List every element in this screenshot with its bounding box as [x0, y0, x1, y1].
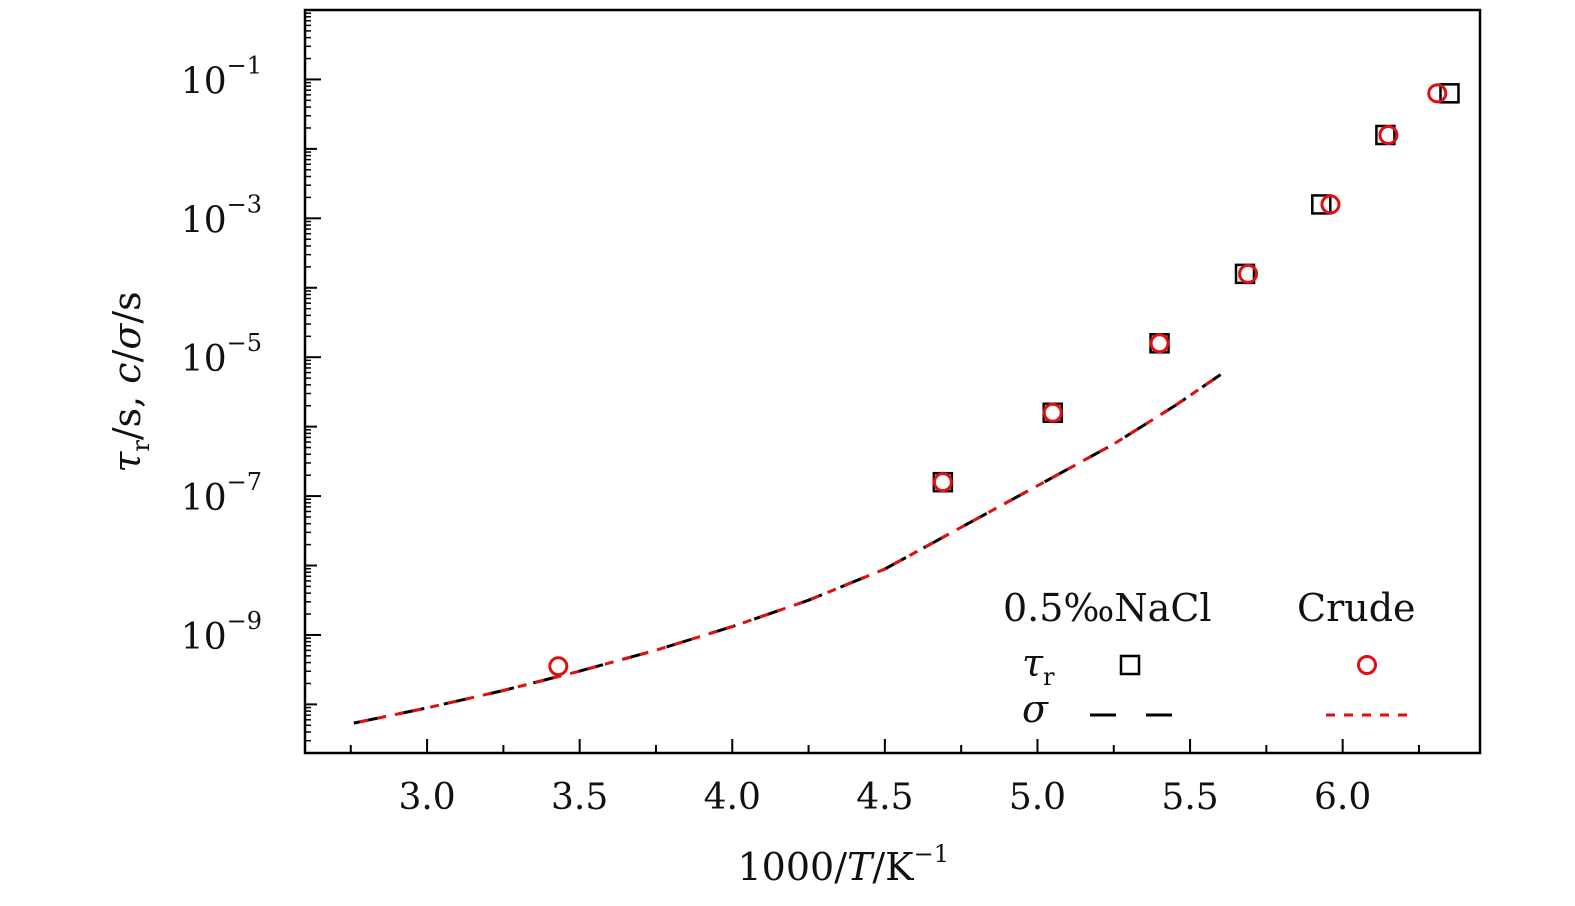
- y-tick-exponent: −5: [227, 329, 262, 357]
- legend-square-marker: [1119, 654, 1141, 676]
- plot-frame: [303, 8, 1482, 755]
- y-axis-title-mid: /s,: [105, 384, 149, 440]
- x-tick-label: 3.5: [551, 777, 608, 818]
- legend-row-tau-sub: r: [1043, 663, 1055, 691]
- x-tick-label: 3.0: [398, 777, 455, 818]
- plot-area: [353, 83, 1460, 725]
- y-tick-label: 10−5: [181, 329, 262, 380]
- legend-row-sigma-symbol: σ: [1022, 687, 1049, 731]
- y-axis-title-sigma: σ: [105, 323, 149, 350]
- y-tick-base: 10: [181, 61, 227, 102]
- tau-crude-point: [1042, 402, 1063, 423]
- tau-crude-point: [548, 656, 569, 677]
- y-axis-title-tau-sub: r: [127, 440, 155, 452]
- legend: 0.5‰NaCl Crude τrσ: [1003, 586, 1416, 731]
- tau-crude-point: [1238, 263, 1259, 284]
- x-tick-label: 5.0: [1009, 777, 1066, 818]
- y-tick-label: 10−1: [181, 51, 262, 102]
- legend-circle-marker: [1357, 655, 1377, 675]
- tau-crude-point: [1378, 124, 1399, 145]
- legend-row-sigma: σ: [1022, 687, 1049, 731]
- x-tick-label: 6.0: [1314, 777, 1371, 818]
- y-tick-label: 10−7: [181, 468, 262, 519]
- tau-nacl-point: [1439, 83, 1460, 104]
- sigma-line: [353, 373, 1222, 725]
- x-axis-title-sup: −1: [914, 840, 949, 868]
- y-axis-title-tau: τ: [105, 451, 149, 473]
- tau-crude-point: [1149, 333, 1170, 354]
- y-tick-exponent: −1: [227, 51, 262, 79]
- y-tick-exponent: −7: [227, 468, 262, 496]
- tau-nacl-point: [1311, 194, 1332, 215]
- y-tick-label: 10−3: [181, 190, 262, 241]
- y-tick-exponent: −3: [227, 190, 262, 218]
- x-axis-title-post: /K: [872, 845, 914, 889]
- y-axis-title-c: c: [105, 362, 149, 383]
- sigma-line: [353, 373, 1222, 725]
- axes: 3.0 3.5 4.0 4.5 5.0 5.5 6.010−110−310−510−710−…: [105, 8, 1482, 889]
- x-axis-title: 1000/T/K−1: [738, 840, 949, 889]
- y-tick-base: 10: [181, 339, 227, 380]
- x-tick-label: 4.5: [856, 777, 913, 818]
- legend-row-tau-symbol: τ: [1022, 641, 1044, 685]
- y-axis-title-post: /s: [105, 291, 149, 323]
- tau-crude-point: [1427, 83, 1448, 104]
- y-tick-exponent: −9: [227, 607, 262, 635]
- legend-header-nacl: 0.5‰NaCl: [1003, 586, 1212, 630]
- y-tick-base: 10: [181, 200, 227, 241]
- tau-crude-point: [932, 472, 953, 493]
- x-tick-label: 4.0: [704, 777, 761, 818]
- legend-row-tau: τr: [1022, 641, 1055, 691]
- y-tick-base: 10: [181, 478, 227, 519]
- x-axis-title-T: T: [847, 845, 875, 889]
- tau-crude-point: [1320, 194, 1341, 215]
- y-axis-title-slash: /: [105, 349, 149, 362]
- y-tick-base: 10: [181, 617, 227, 658]
- y-axis-title: τr/s, c/σ/s: [105, 291, 155, 472]
- legend-header-crude: Crude: [1297, 586, 1416, 630]
- x-tick-label: 5.5: [1161, 777, 1218, 818]
- y-tick-label: 10−9: [181, 607, 262, 658]
- x-axis-title-pre: 1000/: [738, 845, 848, 889]
